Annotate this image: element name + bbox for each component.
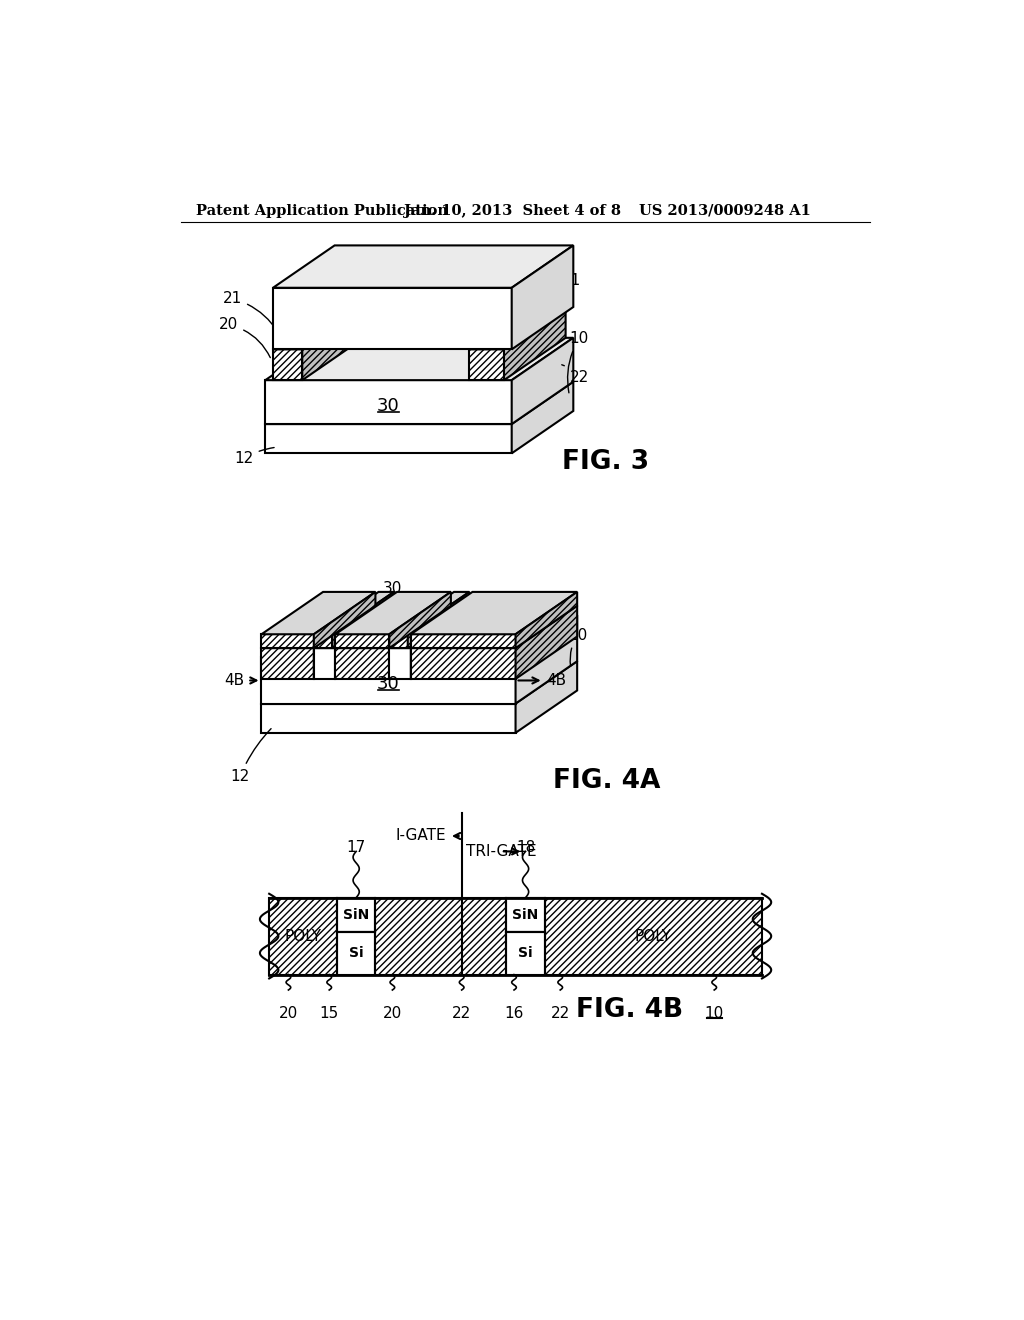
Polygon shape [273,288,512,350]
Polygon shape [261,606,376,648]
Text: 18: 18 [516,840,536,855]
Polygon shape [336,606,397,678]
Text: 17: 17 [326,591,359,628]
Text: Si: Si [518,946,532,961]
Polygon shape [411,591,578,635]
Polygon shape [411,606,472,678]
Text: 20: 20 [279,1006,298,1020]
Text: 21: 21 [223,292,278,331]
Polygon shape [512,338,573,424]
Polygon shape [512,381,573,453]
Polygon shape [389,606,451,678]
Polygon shape [515,591,578,648]
Text: 10: 10 [568,627,587,667]
Text: 30: 30 [377,396,400,414]
Polygon shape [515,661,578,733]
Text: FIG. 3: FIG. 3 [562,449,649,475]
Polygon shape [313,648,336,678]
Polygon shape [261,661,578,704]
Text: 4B: 4B [518,673,566,688]
Polygon shape [265,381,573,424]
Polygon shape [261,615,578,657]
Polygon shape [336,591,451,635]
Polygon shape [265,424,512,453]
Text: 30: 30 [377,676,400,693]
Text: 12: 12 [230,729,271,784]
Polygon shape [337,898,376,932]
Text: POLY: POLY [635,928,672,944]
Text: 10: 10 [705,1006,724,1020]
Text: 16: 16 [505,1006,523,1020]
Polygon shape [411,648,515,678]
Polygon shape [389,648,411,678]
Polygon shape [302,308,364,380]
Text: 22: 22 [452,1006,471,1020]
Text: Patent Application Publication: Patent Application Publication [196,203,449,218]
Polygon shape [261,635,313,648]
Polygon shape [265,338,573,380]
Polygon shape [336,606,451,648]
Polygon shape [512,246,573,350]
Text: 15: 15 [319,1006,339,1020]
Text: FIG. 4B: FIG. 4B [575,997,683,1023]
Polygon shape [273,246,573,288]
Polygon shape [411,635,515,648]
Text: Si: Si [349,946,364,961]
Polygon shape [269,898,762,974]
Text: 30: 30 [364,581,402,636]
Polygon shape [389,606,472,648]
Text: 20: 20 [219,317,270,358]
Polygon shape [273,350,302,380]
Polygon shape [469,350,504,380]
Polygon shape [336,648,389,678]
Polygon shape [265,380,512,424]
Polygon shape [313,606,397,648]
Polygon shape [261,648,313,678]
Text: 21: 21 [562,273,581,296]
Polygon shape [313,606,376,678]
Polygon shape [392,591,469,635]
Text: SiN: SiN [343,908,370,921]
Polygon shape [336,635,389,648]
Polygon shape [261,591,376,635]
Polygon shape [316,635,333,648]
Polygon shape [273,308,364,350]
Text: TRI-GATE: TRI-GATE [466,843,537,859]
Text: FIG. 4A: FIG. 4A [553,768,659,795]
Polygon shape [316,591,394,635]
Text: 18: 18 [401,597,433,628]
Text: Jan. 10, 2013  Sheet 4 of 8: Jan. 10, 2013 Sheet 4 of 8 [403,203,621,218]
Polygon shape [515,615,578,704]
Text: 20: 20 [383,1006,402,1020]
Polygon shape [506,898,545,932]
Text: SiN: SiN [512,908,539,921]
Polygon shape [515,606,578,678]
Polygon shape [261,657,515,704]
Polygon shape [504,308,565,380]
Polygon shape [261,704,515,733]
Polygon shape [333,591,394,648]
Text: 4B: 4B [224,673,256,688]
Polygon shape [337,932,376,974]
Polygon shape [506,932,545,974]
Polygon shape [392,635,408,648]
Text: 12: 12 [234,447,274,466]
Polygon shape [313,591,376,648]
Text: 22: 22 [562,364,589,384]
Polygon shape [408,591,469,648]
Text: 22: 22 [551,1006,569,1020]
Text: 17: 17 [346,840,366,855]
Text: US 2013/0009248 A1: US 2013/0009248 A1 [639,203,811,218]
Text: I-GATE: I-GATE [395,829,460,843]
Polygon shape [469,308,565,350]
Text: 10: 10 [567,331,589,393]
Polygon shape [389,591,451,648]
Text: POLY: POLY [285,928,322,944]
Polygon shape [411,606,578,648]
